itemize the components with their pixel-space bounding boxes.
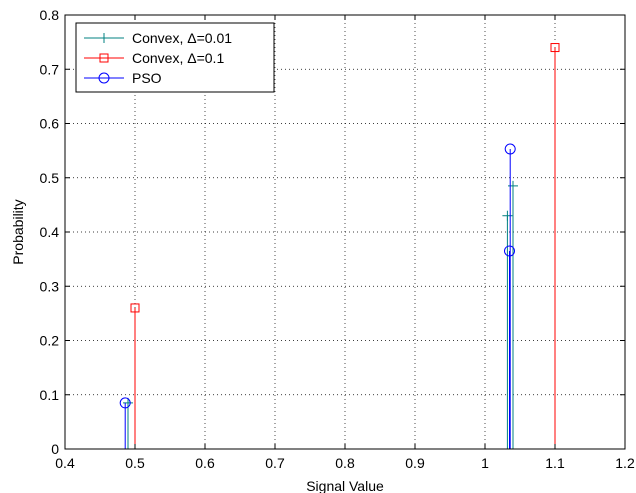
x-tick-label: 1 [481,455,489,471]
y-axis-label: Probability [10,199,26,264]
y-tick-label: 0 [51,441,59,457]
y-tick-label: 0.1 [40,387,60,403]
plus-marker [508,180,518,191]
x-tick-label: 0.8 [335,455,355,471]
square-marker [99,53,109,63]
y-tick-label: 0.5 [40,170,60,186]
plus-marker [99,33,109,43]
x-tick-label: 0.4 [55,455,75,471]
plus-marker [123,397,133,408]
y-tick-label: 0.7 [40,61,60,77]
x-tick-label: 1.1 [545,455,565,471]
square-marker [130,303,140,313]
y-tick-label: 0.3 [40,278,60,294]
legend: Convex, Δ=0.01 Convex, Δ=0.1 PSO [75,22,275,93]
y-tick-label: 0.8 [40,7,60,23]
circle-marker [504,245,515,257]
x-tick-label: 0.9 [405,455,425,471]
legend-entry-label: Convex, Δ=0.1 [132,50,224,66]
circle-marker [98,72,110,84]
circle-marker [504,143,516,155]
data-stems [119,43,560,449]
x-tick-label: 0.6 [195,455,215,471]
legend-entry-label: Convex, Δ=0.01 [132,30,232,46]
legend-entry-label: PSO [132,70,162,86]
x-tick-label: 0.5 [125,455,145,471]
y-tick-label: 0.6 [40,116,60,132]
x-axis-label: Signal Value [306,478,384,493]
x-tick-label: 1.2 [615,455,635,471]
y-tick-label: 0.4 [40,224,60,240]
y-tick-label: 0.2 [40,333,60,349]
plus-marker [502,210,513,221]
circle-marker [119,397,131,409]
axis-ticks: 0.4 0.5 0.6 0.7 0.8 0.9 1 1.1 1.2 0 0.1 0.2 0.3 0.4 0.… [40,7,635,471]
square-marker [550,43,560,53]
x-tick-label: 0.7 [265,455,285,471]
